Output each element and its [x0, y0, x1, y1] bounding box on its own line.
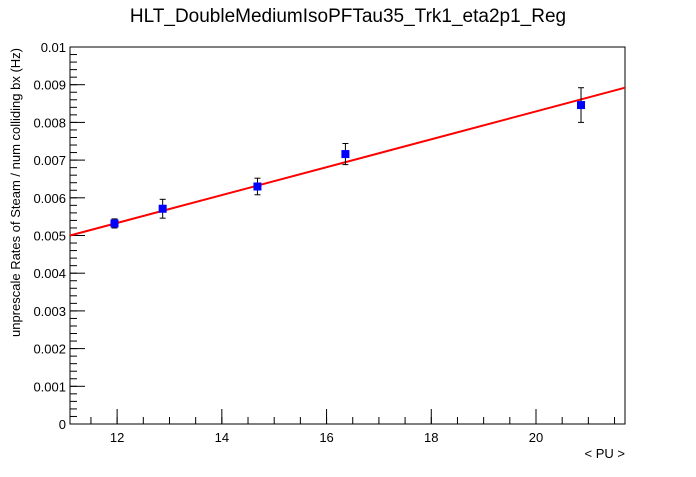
- y-tick-label: 0.003: [33, 304, 66, 319]
- y-tick-label: 0.008: [33, 115, 66, 130]
- x-tick-label: 18: [424, 430, 438, 445]
- x-axis: 12 14 16 18 20: [91, 409, 615, 445]
- data-point: [577, 101, 585, 109]
- y-tick-label: 0.005: [33, 229, 66, 244]
- x-tick-label: 12: [110, 430, 124, 445]
- data-points: [111, 88, 586, 228]
- y-tick-label: 0.009: [33, 78, 66, 93]
- y-tick-label: 0.007: [33, 153, 66, 168]
- x-tick-label: 16: [319, 430, 333, 445]
- data-point: [253, 182, 261, 190]
- data-point: [159, 205, 167, 213]
- y-tick-label: 0.001: [33, 379, 66, 394]
- x-axis-title: < PU >: [585, 446, 625, 461]
- fit-line: [70, 88, 625, 236]
- y-axis-title: unprescale Rates of Steam / num collidin…: [8, 48, 23, 337]
- plot-frame: [70, 47, 625, 424]
- plot-border: [70, 47, 625, 424]
- x-tick-label: 20: [529, 430, 543, 445]
- data-point: [111, 219, 119, 227]
- y-tick-label: 0.01: [41, 40, 66, 55]
- y-tick-label: 0.004: [33, 266, 66, 281]
- y-tick-label: 0.002: [33, 342, 66, 357]
- y-axis: 0 0.001 0.002 0.003 0.004 0.005 0.006 0.007 0.00…: [33, 40, 85, 432]
- fit-line-group: [70, 88, 625, 236]
- y-tick-label: 0.006: [33, 191, 66, 206]
- data-point: [341, 150, 349, 158]
- x-tick-label: 14: [215, 430, 229, 445]
- chart-title: HLT_DoubleMediumIsoPFTau35_Trk1_eta2p1_R…: [130, 6, 566, 27]
- y-tick-label: 0: [59, 417, 66, 432]
